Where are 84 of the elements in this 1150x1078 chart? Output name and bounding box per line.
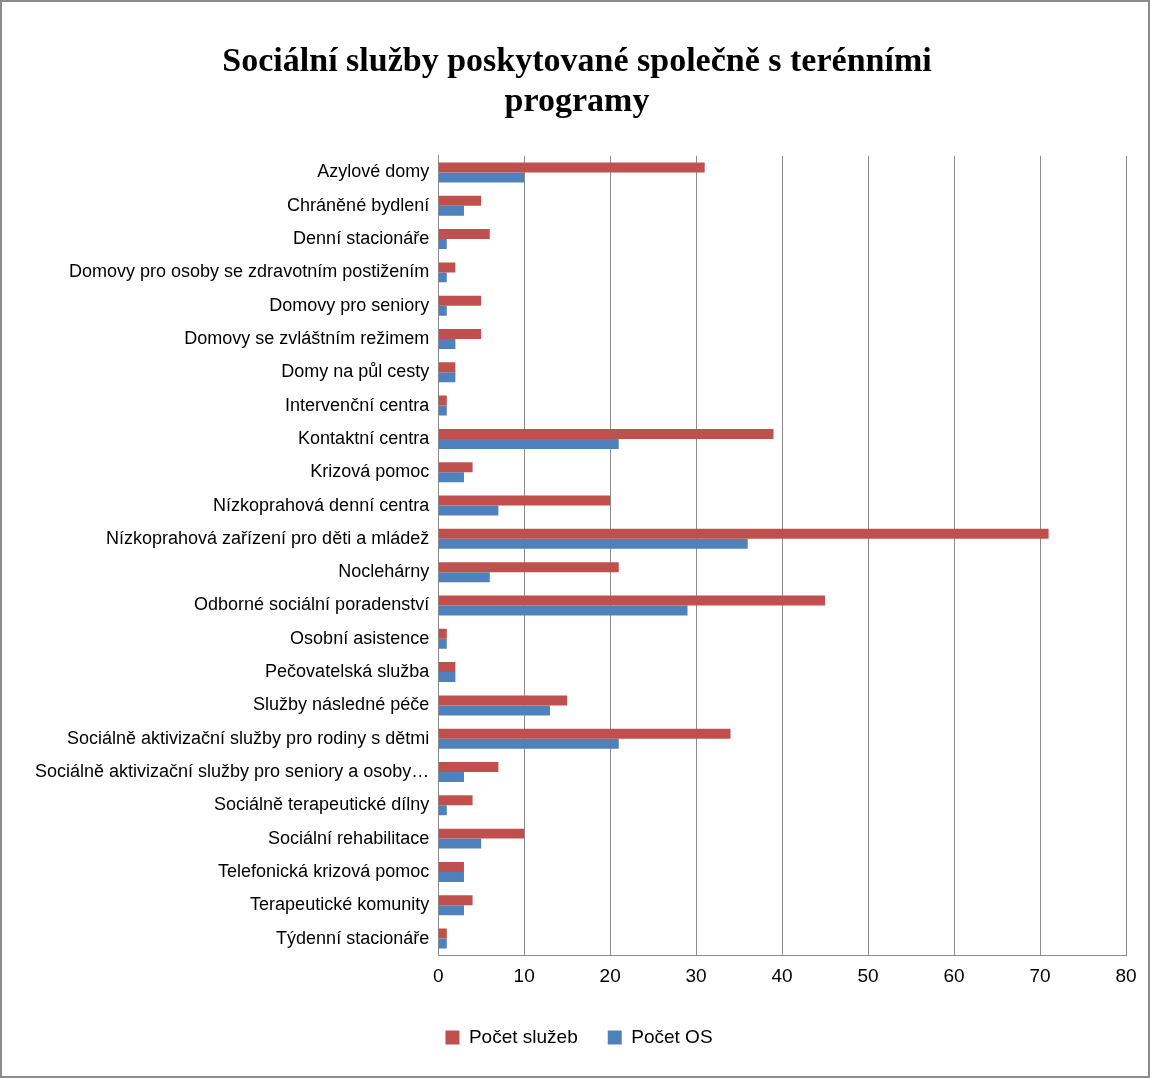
x-tick-label: 80 (1115, 964, 1137, 986)
bar (438, 239, 447, 250)
bar (438, 895, 473, 906)
y-tick-label: Denní stacionáře (293, 228, 430, 249)
bar (438, 562, 619, 573)
bar (438, 262, 456, 273)
bar (438, 861, 464, 872)
x-tick-label: 20 (599, 964, 621, 986)
bar (438, 662, 456, 673)
bar (438, 329, 482, 339)
bar (438, 795, 473, 806)
bar (438, 605, 688, 616)
bar (438, 905, 464, 916)
y-tick-label: Azylové domy (317, 161, 430, 182)
y-tick-label: Osobní asistence (290, 627, 430, 648)
bar (438, 172, 525, 183)
y-tick-label: Domovy se zvláštním režimem (184, 327, 430, 348)
x-tick-label: 40 (771, 964, 793, 986)
bar (438, 229, 490, 240)
bar (438, 339, 456, 349)
y-tick-label: Domovy pro osoby se zdravotním postižením (69, 261, 430, 282)
y-tick-label: Sociálně terapeutické dílny (214, 794, 430, 815)
bar (438, 838, 482, 849)
y-tick-label: Služby následné péče (253, 694, 430, 715)
y-tick-label: Telefonická krizová pomoc (218, 860, 430, 881)
bar (438, 538, 748, 549)
bar (438, 472, 464, 483)
chart-title: Sociální služby poskytované společně s terénními programy (221, 40, 933, 120)
y-tick-label: Chráněné bydlení (287, 194, 430, 215)
bar (438, 205, 464, 216)
y-tick-label: Sociálně aktivizační služby pro seniory a osoby… (34, 760, 430, 781)
y-tick-label: Nízkoprahová denní centra (213, 494, 431, 515)
x-tick-label: 0 (432, 964, 444, 986)
bar (438, 728, 731, 739)
x-tick-label: 30 (685, 964, 707, 986)
x-tick-label: 60 (943, 964, 965, 986)
legend-label: Počet OS (631, 1025, 713, 1047)
bar (438, 395, 447, 406)
x-tick-label: 10 (513, 964, 535, 986)
bar (438, 828, 525, 839)
bar (438, 628, 447, 639)
y-tick-label: Nízkoprahová zařízení pro děti a mládež (106, 527, 430, 548)
bar (438, 805, 447, 816)
y-tick-label: Sociálně aktivizační služby pro rodiny s dětmi (67, 727, 430, 748)
bar (438, 672, 456, 683)
bar (438, 162, 705, 173)
bar (438, 938, 447, 949)
bar (438, 705, 550, 716)
bar (438, 505, 499, 516)
bar (438, 362, 456, 373)
y-tick-label: Týdenní stacionáře (276, 927, 430, 948)
bar (438, 405, 447, 416)
y-tick-label: Krizová pomoc (310, 461, 430, 482)
bar (438, 695, 568, 706)
bar (438, 272, 447, 283)
bar (438, 528, 1049, 539)
bar (438, 495, 611, 506)
bar (438, 871, 464, 882)
y-tick-label: Noclehárny (338, 561, 430, 582)
bar (438, 372, 456, 383)
bar (438, 195, 482, 206)
bar (438, 595, 826, 606)
y-tick-label: Odborné sociální poradenství (194, 594, 430, 615)
bar (438, 572, 490, 583)
x-tick-label: 50 (857, 964, 879, 986)
y-tick-label: Domovy pro seniory (269, 294, 430, 315)
y-tick-label: Kontaktní centra (298, 427, 431, 448)
bar (438, 738, 619, 749)
bar (438, 428, 774, 439)
legend-label: Počet služeb (468, 1025, 578, 1047)
x-tick-label: 70 (1029, 964, 1051, 986)
bar (438, 928, 447, 939)
bar (438, 638, 447, 649)
bar (438, 772, 464, 782)
bar (438, 305, 447, 316)
y-tick-label: Pečovatelská služba (265, 661, 431, 682)
y-tick-label: Sociální rehabilitace (268, 827, 430, 848)
y-tick-label: Intervenční centra (285, 394, 431, 415)
bar (438, 462, 473, 473)
bar (438, 762, 499, 772)
y-tick-label: Terapeutické komunity (250, 894, 430, 915)
bar (438, 295, 482, 306)
y-tick-label: Domy na půl cesty (281, 361, 430, 382)
bar (438, 438, 619, 449)
